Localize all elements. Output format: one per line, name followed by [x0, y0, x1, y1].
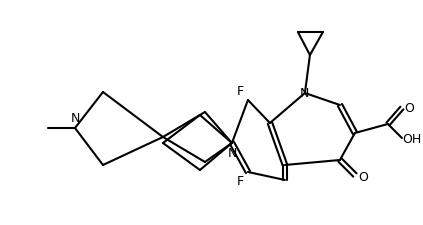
Text: F: F: [236, 176, 244, 189]
Text: O: O: [358, 171, 368, 184]
Text: N: N: [227, 147, 236, 160]
Text: OH: OH: [402, 133, 422, 146]
Text: F: F: [236, 85, 244, 97]
Text: N: N: [300, 86, 310, 99]
Text: O: O: [404, 101, 414, 115]
Text: N: N: [70, 112, 80, 125]
